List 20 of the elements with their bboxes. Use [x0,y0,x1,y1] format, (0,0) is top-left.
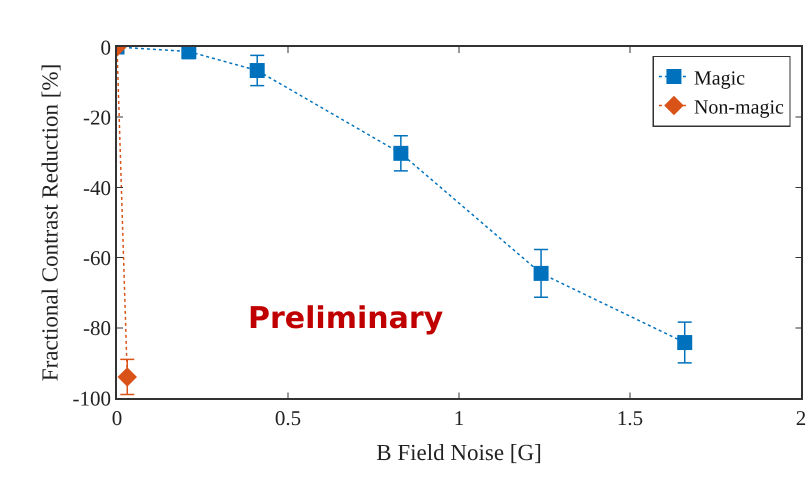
y-tick-label: -60 [83,246,112,270]
y-axis-title: Fractional Contrast Reduction [%] [38,64,62,382]
y-tick-label: -100 [72,386,112,410]
legend-label: Magic [694,67,746,90]
point [250,63,265,78]
point [677,335,692,350]
y-tick-label: -80 [83,316,112,340]
x-tick-label: 1 [454,406,464,430]
y-tick-label: -40 [83,176,112,200]
x-axis-title: B Field Noise [G] [376,440,542,466]
point [534,266,549,281]
annotation: Preliminary [248,301,444,336]
x-tick-label: 1.5 [616,406,644,430]
point [393,146,408,161]
legend-label: Non-magic [694,96,784,118]
x-tick-label: 2 [796,406,806,430]
y-tick-label: -20 [83,106,112,130]
y-tick-label: 0 [100,35,112,60]
x-tick-label: 0.5 [274,406,302,430]
point [118,367,138,387]
